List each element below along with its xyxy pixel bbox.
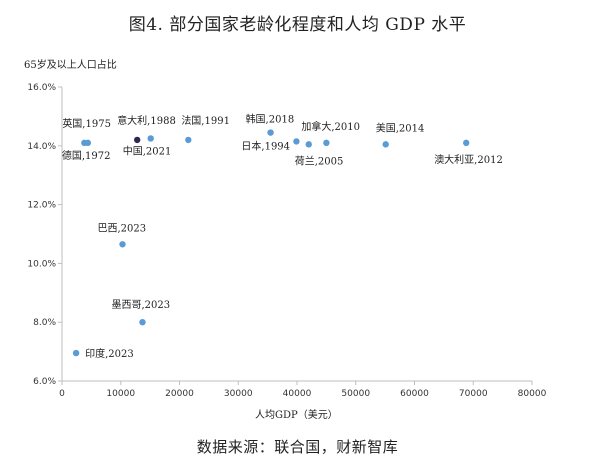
data-points <box>72 129 470 357</box>
x-tick-label: 20000 <box>165 389 194 399</box>
data-point <box>84 139 92 147</box>
x-tick-label: 0 <box>59 389 65 399</box>
data-point <box>323 139 330 147</box>
y-tick-label: 10.0% <box>27 259 56 269</box>
data-label: 德国,1972 <box>62 149 111 162</box>
x-tick-label: 60000 <box>400 389 429 399</box>
data-point <box>185 136 192 144</box>
x-axis-label: 人均GDP（美元） <box>255 408 338 421</box>
data-point <box>139 319 146 326</box>
data-point <box>382 141 389 148</box>
source-note: 数据来源：联合国，财新智库 <box>196 438 399 456</box>
y-tick-label: 6.0% <box>33 377 56 387</box>
data-label: 意大利,1988 <box>117 114 176 127</box>
data-point <box>463 139 470 147</box>
data-label: 巴西,2023 <box>98 222 147 234</box>
data-point <box>119 241 126 248</box>
data-labels: 英国,1975 德国,1972 意大利,1988 中国,2021 法国,1991 韩国,2… <box>62 113 503 361</box>
x-tick-label: 50000 <box>341 389 370 399</box>
data-label: 中国,2021 <box>123 144 172 157</box>
y-tick-label: 8.0% <box>33 318 56 328</box>
data-point <box>147 135 154 142</box>
x-tick-label: 40000 <box>283 389 312 399</box>
data-label: 荷兰,2005 <box>295 154 344 167</box>
chart-title: 图4. 部分国家老龄化程度和人均 GDP 水平 <box>128 15 467 35</box>
y-tick-label: 14.0% <box>27 142 56 152</box>
data-point <box>293 138 300 145</box>
data-label: 加拿大,2010 <box>301 120 360 133</box>
x-tick-label: 30000 <box>224 389 253 399</box>
x-tick-label: 10000 <box>106 389 135 399</box>
data-label: 美国,2014 <box>376 121 425 134</box>
y-axis-label: 65岁及以上人口占比 <box>24 60 117 71</box>
data-label: 日本,1994 <box>241 139 290 152</box>
data-point <box>72 349 80 357</box>
data-label: 英国,1975 <box>62 117 111 130</box>
x-tick-label: 70000 <box>459 389 488 399</box>
data-label: 印度,2023 <box>85 347 134 360</box>
data-label: 韩国,2018 <box>246 113 295 126</box>
data-label: 墨西哥,2023 <box>111 299 170 311</box>
data-label: 澳大利亚,2012 <box>434 153 503 166</box>
data-point <box>267 129 274 136</box>
y-tick-label: 16.0% <box>27 83 56 93</box>
x-tick-label: 80000 <box>518 389 547 399</box>
data-point <box>305 141 312 148</box>
data-point <box>134 136 141 144</box>
axes: 6.0% 8.0% 10.0% 12.0% 14.0% 16.0% 0 10000 20000 3… <box>27 83 546 421</box>
data-label: 法国,1991 <box>181 114 230 127</box>
y-tick-label: 12.0% <box>27 201 56 211</box>
